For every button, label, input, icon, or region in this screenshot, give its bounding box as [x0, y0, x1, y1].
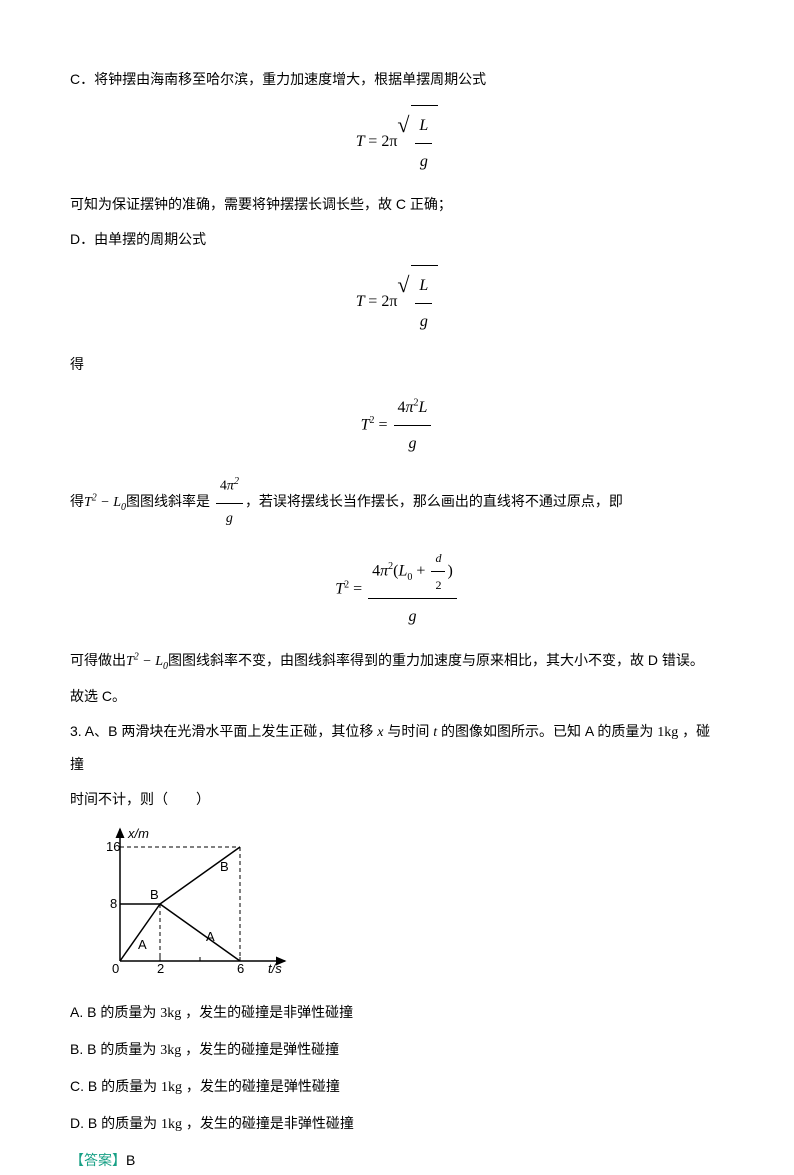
conc-post: 图图线斜率不变，由图线斜率得到的重力加速度与原来相比，其大小不变，故 D 错误。: [168, 652, 704, 668]
svg-text:0: 0: [112, 961, 119, 976]
formula-period-1: T = 2π Lg: [70, 105, 724, 179]
svg-text:t/s: t/s: [268, 961, 282, 976]
q3-a: 3. A、B 两滑块在光滑水平面上发生正碰，其位移: [70, 723, 373, 739]
t2-slope-line: 得T2 − L0图图线斜率是 4π2g，若误将摆线长当作摆长，那么画出的直线将不…: [70, 471, 724, 534]
t-var: t: [433, 725, 437, 740]
formula-t-squared: T2 = 4π2Lg: [70, 390, 724, 461]
option-d: D. B 的质量为 1kg ，发生的碰撞是非弹性碰撞: [70, 1108, 724, 1141]
option-c-text: C．将钟摆由海南移至哈尔滨，重力加速度增大，根据单摆周期公式: [70, 64, 724, 95]
choose-c: 故选 C。: [70, 681, 724, 712]
option-d-text: D．由单摆的周期公式: [70, 224, 724, 255]
de-word-1: 得: [70, 349, 724, 380]
svg-text:B: B: [220, 859, 229, 874]
opt-c-post: ，发生的碰撞是弹性碰撞: [186, 1078, 340, 1094]
svg-text:2: 2: [157, 961, 164, 976]
t2-a: 图图线斜率是: [126, 493, 210, 509]
option-c: C. B 的质量为 1kg ，发生的碰撞是弹性碰撞: [70, 1071, 724, 1104]
opt-b-post: ，发生的碰撞是弹性碰撞: [185, 1041, 339, 1057]
svg-text:6: 6: [237, 961, 244, 976]
opt-b-mass: 3kg: [160, 1043, 181, 1058]
q3-mass: 1kg: [657, 725, 678, 740]
svg-text:x/m: x/m: [127, 826, 149, 841]
option-a: A. B 的质量为 3kg ，发生的碰撞是非弹性碰撞: [70, 997, 724, 1030]
formula-t-squared-offset: T2 = 4π2(L0 + d2) g: [70, 545, 724, 635]
opt-a-post: ，发生的碰撞是非弹性碰撞: [185, 1004, 353, 1020]
conclusion-line: 可得做出T2 − L0图图线斜率不变，由图线斜率得到的重力加速度与原来相比，其大…: [70, 645, 724, 678]
svg-text:A: A: [206, 929, 215, 944]
answer-line: 【答案】B: [70, 1145, 724, 1175]
t2-b: ，若误将摆线长当作摆长，那么画出的直线将不通过原点，即: [245, 493, 623, 509]
after-formula-1-text: 可知为保证摆钟的准确，需要将钟摆摆长调长些，故 C 正确；: [70, 189, 724, 220]
answer-value: B: [126, 1152, 135, 1168]
xt-graph: 16 8 0 2 6 t/s x/m A A B B: [90, 821, 724, 992]
svg-text:16: 16: [106, 839, 120, 854]
q3-c: 的图像如图所示。已知 A 的质量为: [441, 723, 653, 739]
opt-a-pre: A. B 的质量为: [70, 1004, 156, 1020]
option-b: B. B 的质量为 3kg ，发生的碰撞是弹性碰撞: [70, 1034, 724, 1067]
opt-b-pre: B. B 的质量为: [70, 1041, 156, 1057]
opt-a-mass: 3kg: [160, 1006, 181, 1021]
svg-text:B: B: [150, 887, 159, 902]
q3-line2: 时间不计，则（ ）: [70, 784, 724, 815]
x-var: x: [377, 725, 383, 740]
question-3: 3. A、B 两滑块在光滑水平面上发生正碰，其位移 x 与时间 t 的图像如图所…: [70, 716, 724, 780]
de-pre: 得: [70, 493, 84, 509]
conc-pre: 可得做出: [70, 652, 126, 668]
opt-d-mass: 1kg: [161, 1117, 182, 1132]
svg-text:A: A: [138, 937, 147, 952]
q3-b: 与时间: [387, 723, 429, 739]
answer-label: 【答案】: [70, 1152, 126, 1168]
formula-period-2: T = 2π Lg: [70, 265, 724, 339]
opt-c-mass: 1kg: [161, 1080, 182, 1095]
opt-c-pre: C. B 的质量为: [70, 1078, 157, 1094]
svg-text:8: 8: [110, 896, 117, 911]
